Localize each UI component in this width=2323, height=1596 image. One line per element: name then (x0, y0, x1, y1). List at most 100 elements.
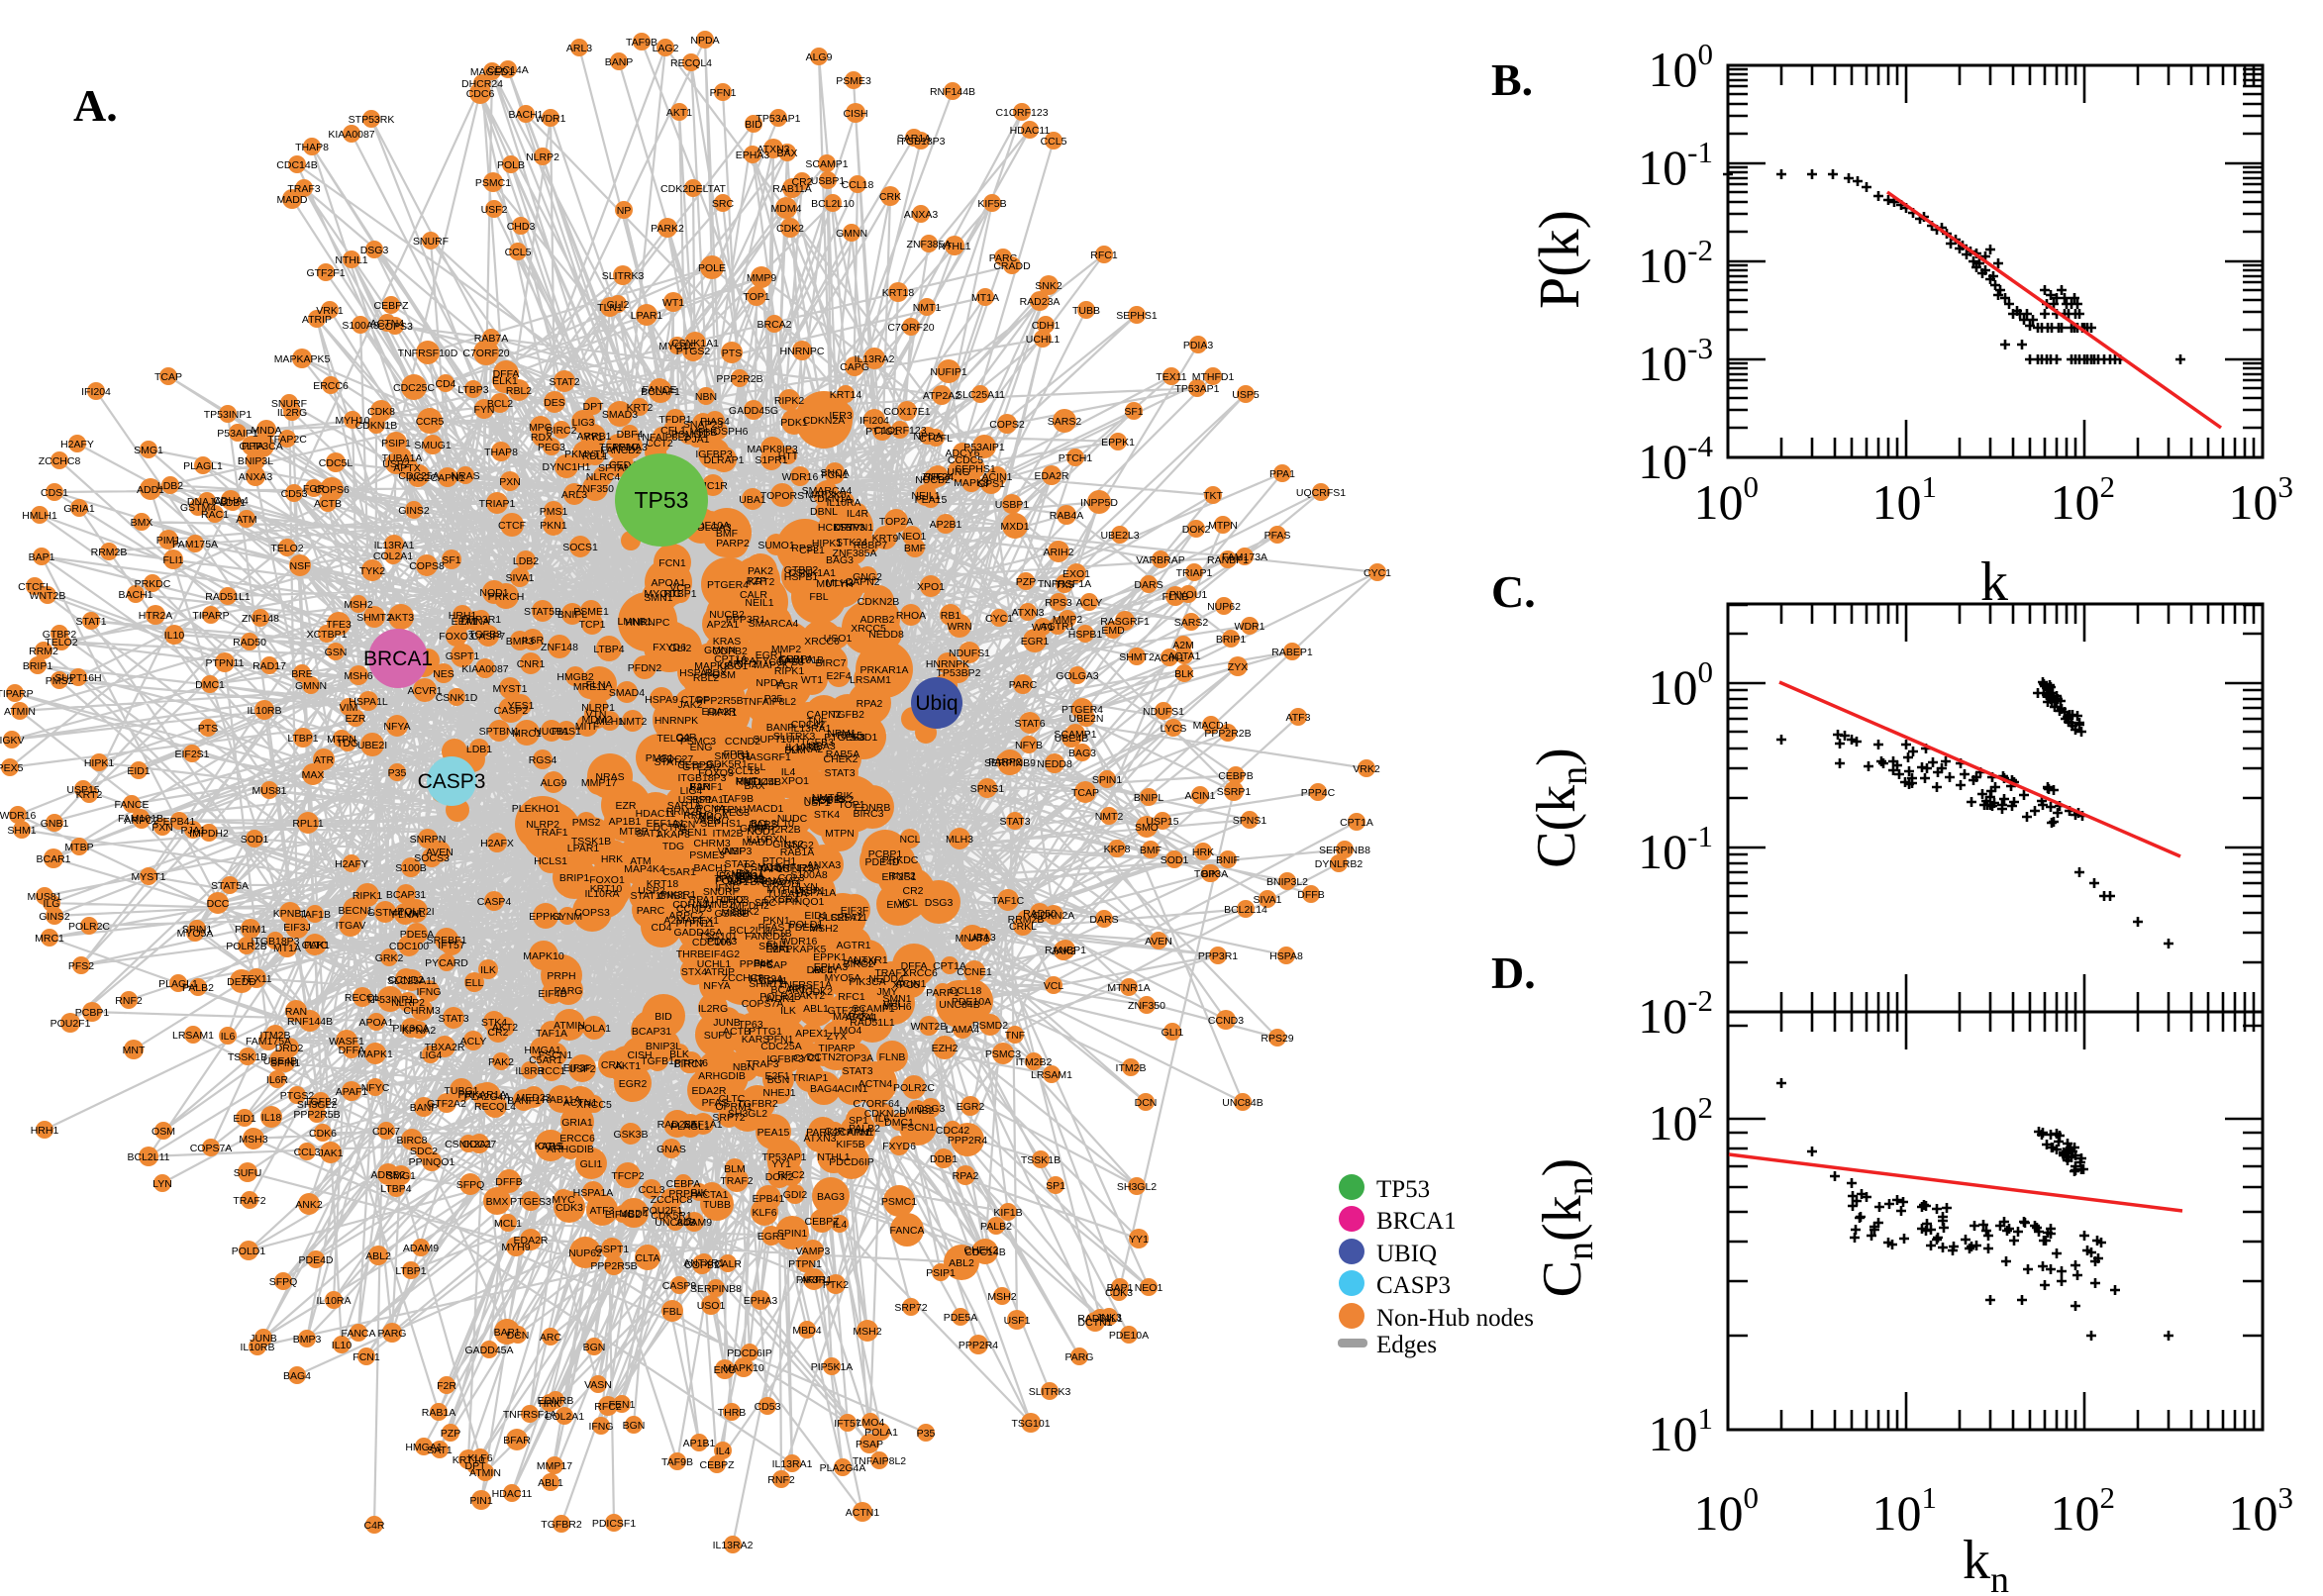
svg-text:SCAMP1: SCAMP1 (1054, 729, 1096, 741)
svg-text:TNFRSF10D: TNFRSF10D (398, 348, 458, 359)
svg-text:TOP3A: TOP3A (840, 1052, 873, 1064)
svg-text:TELO2: TELO2 (270, 543, 303, 554)
svg-text:SH3GL2: SH3GL2 (297, 1099, 337, 1111)
svg-text:POLR2B: POLR2B (226, 941, 266, 952)
svg-text:BCAP31: BCAP31 (632, 1026, 671, 1038)
svg-text:UNC84B: UNC84B (939, 999, 979, 1011)
svg-text:FAM101B: FAM101B (118, 813, 163, 825)
svg-text:SNK2: SNK2 (1035, 280, 1062, 292)
svg-text:CISH: CISH (843, 108, 867, 120)
svg-text:ANTXR1: ANTXR1 (683, 1257, 725, 1269)
svg-text:C(kn): C(kn) (1526, 748, 1595, 868)
svg-text:ZCCHC8: ZCCHC8 (39, 455, 81, 467)
svg-text:BRCA1: BRCA1 (1376, 1208, 1457, 1235)
svg-text:SMUG1: SMUG1 (414, 440, 452, 451)
svg-text:PDICSF1: PDICSF1 (592, 1518, 637, 1530)
svg-text:EIF3F: EIF3F (563, 1062, 592, 1074)
svg-text:NOD1: NOD1 (479, 587, 508, 599)
svg-text:GLI2: GLI2 (607, 299, 630, 311)
svg-text:KRAS: KRAS (713, 636, 742, 648)
svg-text:LDB2: LDB2 (513, 555, 539, 567)
svg-text:SOCS3: SOCS3 (414, 852, 450, 864)
svg-text:HSPA9: HSPA9 (645, 694, 678, 706)
svg-text:LMO4: LMO4 (834, 1025, 862, 1037)
svg-text:TAF9B: TAF9B (661, 1456, 693, 1468)
svg-text:ZNF385A: ZNF385A (907, 239, 952, 250)
svg-text:FAM175A: FAM175A (172, 539, 218, 550)
svg-text:PARC: PARC (1009, 679, 1038, 691)
svg-text:BCL2L10: BCL2L10 (811, 198, 855, 210)
svg-text:PIN1: PIN1 (469, 1495, 493, 1507)
svg-text:DDB1: DDB1 (930, 1153, 958, 1165)
svg-text:Non-Hub nodes: Non-Hub nodes (1376, 1305, 1534, 1332)
svg-text:TP53AP1: TP53AP1 (1175, 383, 1220, 395)
svg-text:PTPN1: PTPN1 (788, 1258, 822, 1270)
svg-text:GRIA1: GRIA1 (561, 1117, 593, 1129)
svg-text:PEA15: PEA15 (758, 1127, 790, 1139)
svg-text:RPA1: RPA1 (689, 894, 716, 906)
svg-text:CHEK2: CHEK2 (963, 1245, 998, 1256)
svg-text:FAM101B: FAM101B (778, 654, 824, 666)
svg-text:ACTB: ACTB (314, 498, 342, 510)
svg-text:SRC: SRC (712, 198, 735, 210)
svg-text:MSN: MSN (853, 956, 875, 968)
svg-text:APAF1: APAF1 (336, 1086, 368, 1098)
svg-text:DCC: DCC (207, 898, 230, 910)
svg-text:HDAC11: HDAC11 (492, 1488, 533, 1500)
svg-text:TEX11: TEX11 (241, 973, 271, 985)
svg-text:TUBB: TUBB (1072, 305, 1100, 317)
svg-text:BAG3: BAG3 (826, 554, 854, 566)
svg-text:STAT3: STAT3 (824, 767, 855, 779)
svg-text:IL6: IL6 (221, 1031, 236, 1043)
svg-text:DFFB: DFFB (495, 1176, 522, 1188)
svg-text:A2M: A2M (663, 915, 685, 927)
svg-text:BRIP1: BRIP1 (23, 660, 53, 672)
svg-text:GOLGA3: GOLGA3 (1056, 670, 1098, 682)
svg-text:LDB2: LDB2 (157, 480, 183, 492)
svg-text:AP1B1: AP1B1 (683, 1438, 716, 1449)
svg-text:TUBB: TUBB (703, 1199, 731, 1211)
svg-text:GINS2: GINS2 (39, 911, 70, 923)
svg-text:ITM2B: ITM2B (260, 1030, 291, 1042)
svg-text:IL10RB: IL10RB (240, 1342, 274, 1353)
svg-text:STAT3: STAT3 (999, 816, 1030, 828)
svg-text:BMF: BMF (904, 543, 926, 554)
svg-text:PSIP1: PSIP1 (926, 1267, 956, 1279)
svg-text:LTBP4: LTBP4 (593, 644, 624, 655)
svg-text:HRH1: HRH1 (31, 1125, 59, 1137)
svg-text:MSH3: MSH3 (239, 1134, 267, 1146)
svg-text:AVEN: AVEN (1145, 936, 1172, 948)
svg-text:TUBA1A: TUBA1A (382, 452, 423, 464)
svg-text:ELL: ELL (465, 977, 484, 989)
svg-text:GDI2: GDI2 (783, 1189, 808, 1201)
svg-text:CASP2: CASP2 (494, 705, 529, 717)
svg-text:IFNG: IFNG (588, 1421, 613, 1433)
svg-text:FANCD2: FANCD2 (600, 445, 642, 456)
svg-text:Edges: Edges (1376, 1332, 1437, 1358)
svg-text:NES: NES (433, 668, 454, 680)
svg-text:HCK: HCK (818, 522, 840, 534)
svg-text:OSM: OSM (152, 1126, 175, 1138)
svg-text:HCLS1: HCLS1 (534, 855, 567, 867)
svg-text:USF2: USF2 (481, 204, 508, 216)
svg-text:EDA2R: EDA2R (1034, 470, 1068, 482)
svg-text:ZNF148: ZNF148 (541, 642, 578, 653)
svg-text:ABL1: ABL1 (538, 1477, 563, 1489)
svg-text:DCTN2: DCTN2 (806, 1051, 841, 1063)
svg-text:ZNF350: ZNF350 (1128, 1000, 1165, 1012)
svg-text:F2R: F2R (437, 1380, 456, 1392)
svg-text:GLI1: GLI1 (1162, 1027, 1184, 1039)
svg-text:IER3: IER3 (829, 410, 853, 422)
svg-text:PFS2: PFS2 (68, 960, 94, 972)
svg-text:PDE5A: PDE5A (400, 929, 434, 941)
svg-text:LTBP4: LTBP4 (380, 1183, 411, 1195)
svg-text:GMNN: GMNN (295, 680, 327, 692)
svg-text:HSPA8: HSPA8 (679, 667, 713, 679)
svg-text:A.: A. (73, 80, 118, 131)
svg-text:DOK2: DOK2 (1182, 524, 1211, 536)
svg-text:LTBP1: LTBP1 (287, 733, 318, 745)
svg-text:RPS29: RPS29 (1261, 1033, 1293, 1045)
svg-text:PEA15: PEA15 (915, 494, 948, 506)
svg-text:KPNB1: KPNB1 (273, 908, 308, 920)
svg-text:PSIP1: PSIP1 (381, 438, 411, 449)
